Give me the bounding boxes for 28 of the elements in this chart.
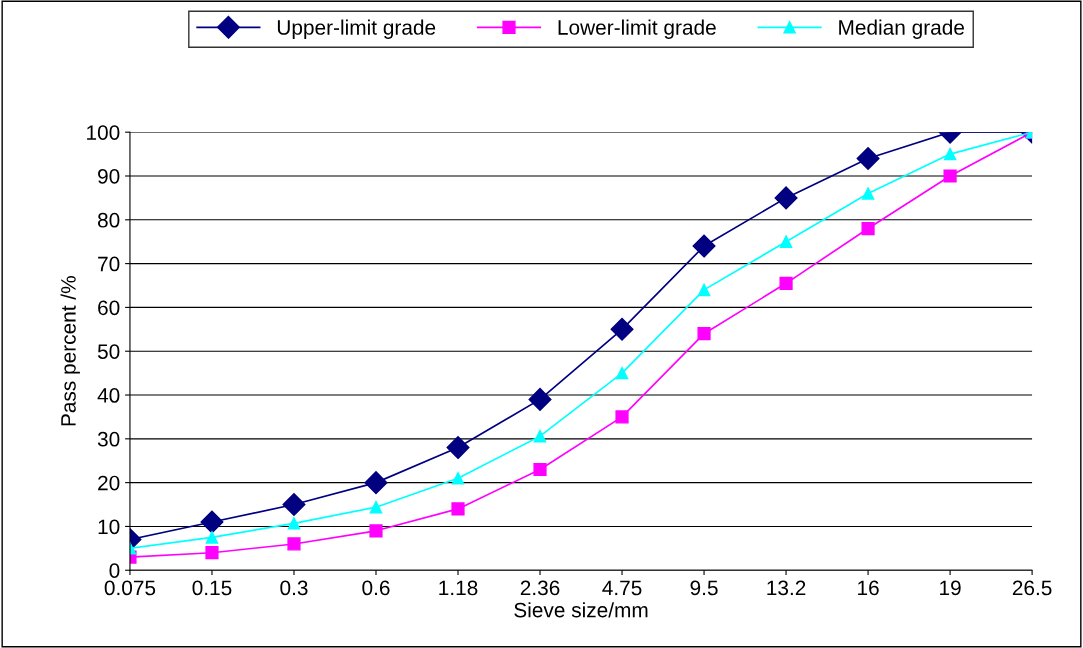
y-tick-label: 40 xyxy=(97,388,120,403)
x-tick-label: 4.75 xyxy=(602,580,642,596)
legend-label: Lower-limit grade xyxy=(558,19,716,39)
y-tick-label: 0 xyxy=(109,563,120,578)
y-tick-label: 30 xyxy=(97,431,120,447)
y-tick-label: 10 xyxy=(98,519,120,535)
x-tick-label: 0.075 xyxy=(104,580,156,596)
x-tick-label: 2.36 xyxy=(520,580,560,596)
x-tick-label: 0.6 xyxy=(362,580,390,596)
x-axis-title: Sieve size/mm xyxy=(514,602,648,618)
y-axis-title: Pass percent /% xyxy=(60,276,80,426)
x-tick-label: 1.18 xyxy=(439,580,478,596)
y-tick-label: 80 xyxy=(97,212,120,228)
legend-label: Median grade xyxy=(839,19,964,39)
x-tick-label: 0.3 xyxy=(280,580,308,596)
y-tick-label: 20 xyxy=(98,475,120,491)
x-tick-label: 9.5 xyxy=(690,580,718,596)
y-tick-label: 90 xyxy=(98,169,120,184)
y-tick-label: 70 xyxy=(98,256,120,272)
x-tick-label: 26.5 xyxy=(1012,580,1052,596)
legend-label: Upper-limit grade xyxy=(277,19,436,39)
y-tick-label: 100 xyxy=(87,125,120,140)
x-tick-label: 0.15 xyxy=(192,580,232,596)
x-tick-label: 13.2 xyxy=(767,580,806,596)
y-tick-label: 50 xyxy=(97,344,120,359)
y-tick-label: 60 xyxy=(98,300,120,316)
x-tick-label: 19 xyxy=(940,580,961,596)
x-tick-label: 16 xyxy=(858,580,879,596)
